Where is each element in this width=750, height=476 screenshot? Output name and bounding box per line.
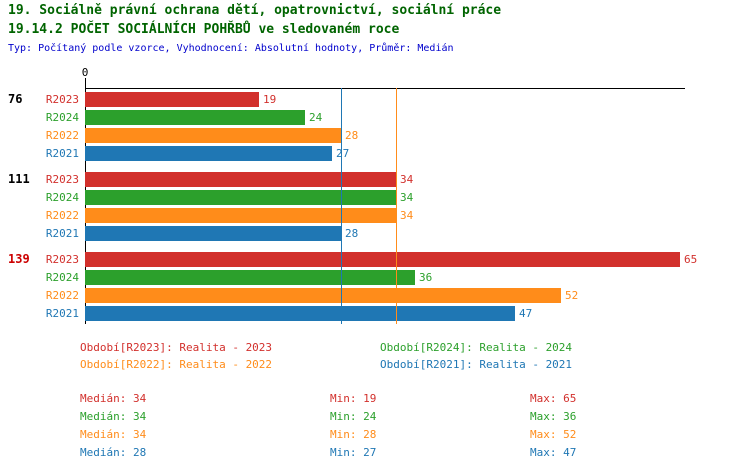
bar-value-label: 52 (565, 289, 579, 302)
bar-value-label: 34 (400, 209, 414, 222)
bar (85, 190, 396, 205)
x-axis-line (85, 88, 685, 89)
stat-max-r2024: Max: 36 (530, 410, 577, 423)
group-label: 76 (8, 92, 23, 106)
page-title: 19. Sociálně právní ochrana dětí, opatro… (8, 3, 502, 18)
legend-item-r2024: Období[R2024]: Realita - 2024 (380, 341, 573, 354)
bar-value-label: 27 (336, 147, 350, 160)
bar-value-label: 28 (345, 129, 359, 142)
bar (85, 270, 415, 285)
bar (85, 288, 561, 303)
bar (85, 172, 396, 187)
legend-item-r2021: Období[R2021]: Realita - 2021 (380, 358, 573, 371)
bar (85, 252, 680, 267)
stat-median-r2023: Medián: 34 (80, 392, 147, 405)
y-axis-line (85, 88, 86, 324)
bar-series-label: R2024 (45, 271, 79, 284)
stat-median-r2021: Medián: 28 (80, 446, 147, 459)
bar-series-label: R2024 (45, 111, 79, 124)
bar (85, 128, 341, 143)
bar-value-label: 34 (400, 191, 414, 204)
bar-value-label: 24 (309, 111, 323, 124)
reference-line (396, 88, 397, 324)
legend-item-r2022: Období[R2022]: Realita - 2022 (80, 358, 273, 371)
bar-value-label: 28 (345, 227, 359, 240)
bar-series-label: R2023 (45, 93, 79, 106)
x-axis-tick (85, 78, 86, 88)
bar-series-label: R2024 (45, 191, 79, 204)
stat-min-r2023: Min: 19 (330, 392, 377, 405)
bar-series-label: R2023 (45, 253, 79, 266)
bar (85, 208, 396, 223)
bar-value-label: 65 (684, 253, 698, 266)
legend-item-r2023: Období[R2023]: Realita - 2023 (80, 341, 273, 354)
stat-median-r2022: Medián: 34 (80, 428, 147, 441)
bar (85, 226, 341, 241)
group-label: 139 (8, 252, 30, 266)
bar (85, 110, 305, 125)
bar-series-label: R2021 (45, 147, 79, 160)
bar-series-label: R2022 (45, 209, 79, 222)
axis-zero-label: 0 (81, 66, 89, 79)
bar-value-label: 47 (519, 307, 533, 320)
stat-median-r2024: Medián: 34 (80, 410, 147, 423)
bar-series-label: R2021 (45, 227, 79, 240)
stat-max-r2022: Max: 52 (530, 428, 577, 441)
bar-value-label: 34 (400, 173, 414, 186)
stats-table: Medián: 34 Min: 19 Max: 65 Medián: 34 Mi… (0, 389, 750, 469)
bar-series-label: R2022 (45, 129, 79, 142)
bar-value-label: 19 (263, 93, 277, 106)
bar-value-label: 36 (419, 271, 433, 284)
stat-min-r2021: Min: 27 (330, 446, 377, 459)
chart-subtitle: Typ: Počítaný podle vzorce, Vyhodnocení:… (8, 43, 454, 54)
bar-series-label: R2021 (45, 307, 79, 320)
group-label: 111 (8, 172, 30, 186)
bar (85, 92, 259, 107)
stat-max-r2023: Max: 65 (530, 392, 577, 405)
stat-min-r2024: Min: 24 (330, 410, 377, 423)
reference-line (341, 88, 342, 324)
stat-min-r2022: Min: 28 (330, 428, 377, 441)
bar (85, 146, 332, 161)
bar-series-label: R2023 (45, 173, 79, 186)
chart-title: 19.14.2 POČET SOCIÁLNÍCH POHŘBŮ ve sledo… (8, 22, 400, 37)
bar (85, 306, 515, 321)
stat-max-r2021: Max: 47 (530, 446, 577, 459)
bar-series-label: R2022 (45, 289, 79, 302)
